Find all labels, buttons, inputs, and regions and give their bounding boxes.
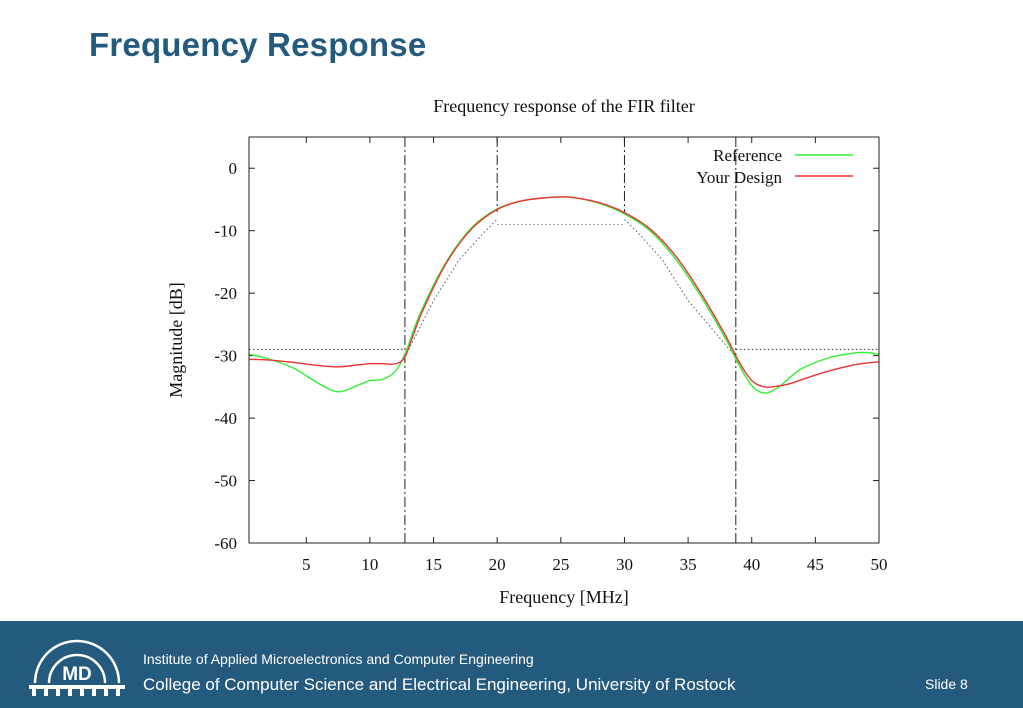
x-axis-label: Frequency [MHz] <box>499 587 628 607</box>
x-tick-label: 30 <box>616 555 633 574</box>
x-tick-label: 20 <box>489 555 506 574</box>
x-tick-label: 5 <box>302 555 311 574</box>
plot-layer: 5 10 15 20 25 30 35 40 45 50 0 -10 -20 -30 -40 -50 -60 <box>214 137 888 574</box>
x-tick-label: 45 <box>807 555 824 574</box>
footer-bar: MD Institute of Applied Microelectronics… <box>0 621 1023 708</box>
legend-label-reference: Reference <box>713 146 782 165</box>
plot-frame <box>248 136 880 544</box>
legend-label-your-design: Your Design <box>696 168 782 187</box>
x-tick-label: 15 <box>425 555 442 574</box>
y-tick-label: -50 <box>214 472 237 491</box>
x-tick-label: 50 <box>871 555 888 574</box>
series-line-reference <box>248 196 880 394</box>
footer-institute: Institute of Applied Microelectronics an… <box>143 651 534 667</box>
slide-number: Slide 8 <box>925 676 968 692</box>
x-tick-label: 35 <box>680 555 697 574</box>
frequency-response-chart: Frequency response of the FIR filter 5 10… <box>166 96 888 607</box>
chart-title: Frequency response of the FIR filter <box>433 96 694 116</box>
y-tick-label: -30 <box>214 347 237 366</box>
md-logo: MD <box>29 639 125 696</box>
transition-mask-line <box>404 219 498 358</box>
x-tick-label: 25 <box>552 555 569 574</box>
y-tick-label: -60 <box>214 534 237 553</box>
series-line-your-design <box>248 196 880 388</box>
y-tick-label: -40 <box>214 409 237 428</box>
y-axis-label: Magnitude [dB] <box>166 282 186 397</box>
transition-mask-line <box>624 219 737 358</box>
y-tick-label: -20 <box>214 284 237 303</box>
footer-college: College of Computer Science and Electric… <box>143 675 736 694</box>
slide-title: Frequency Response <box>89 26 427 63</box>
y-tick-label: 0 <box>229 159 238 178</box>
y-tick-label: -10 <box>214 222 237 241</box>
x-tick-label: 40 <box>743 555 760 574</box>
logo-text: MD <box>62 664 92 685</box>
legend: Reference Your Design <box>696 146 853 187</box>
x-tick-label: 10 <box>361 555 378 574</box>
